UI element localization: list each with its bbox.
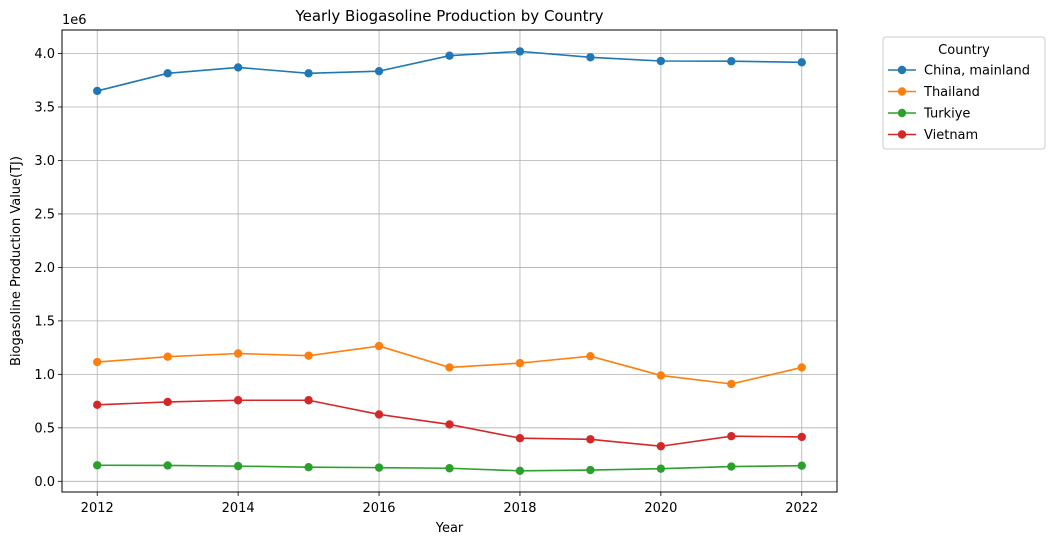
chart-title: Yearly Biogasoline Production by Country [294,7,603,25]
data-point [374,66,384,76]
legend-marker [897,65,907,75]
legend-label: China, mainland [924,64,1030,79]
legend-label: Vietnam [924,128,978,143]
data-point [93,86,102,96]
data-point [445,51,454,60]
data-point [304,462,313,472]
legend-label: Turkiye [923,107,970,122]
data-point [515,358,525,368]
data-point [93,461,102,470]
y-tick-label: 0.5 [34,421,55,436]
data-point [374,410,384,419]
data-point [797,363,806,372]
data-point [586,351,595,361]
x-tick-label: 2022 [785,501,818,516]
data-point [656,371,666,380]
x-tick-label: 2014 [222,501,255,516]
legend-item-thailand: Thailand [888,85,980,100]
x-axis-label: Year [435,521,464,536]
legend-title: Country [938,43,990,58]
data-point [727,462,736,471]
data-point [93,400,102,410]
legend-box [882,36,1046,150]
legend-item-vietnam: Vietnam [888,128,978,143]
plot-frame [61,29,838,493]
legend-item-china-mainland: China, mainland [888,64,1030,79]
data-point [797,432,806,442]
y-tick-label: 3.0 [34,154,55,169]
y-axis-label: Biogasoline Production Value(TJ) [9,156,24,366]
data-point [797,58,806,67]
y-tick-label: 0.0 [34,475,55,490]
legend-label: Thailand [923,85,980,100]
data-point [727,431,736,441]
data-point [586,53,595,62]
y-tick-label: 2.5 [34,207,55,222]
series-thailand [93,341,806,389]
data-point [515,47,525,56]
series-layer [93,47,806,476]
data-point [656,442,666,451]
data-point [515,434,525,443]
data-point [797,461,806,470]
legend-marker [897,108,907,118]
data-point [586,435,595,444]
x-tick-label: 2016 [362,501,395,516]
x-tick-label: 2012 [81,501,114,516]
data-point [233,63,243,72]
grid [62,30,837,492]
data-point [586,465,595,475]
legend: Country China, mainland Thailand Turkiye Vi… [882,36,1046,150]
data-point [233,349,243,358]
legend-marker [897,130,907,139]
y-tick-label: 2.0 [34,261,55,276]
data-point [727,379,736,389]
data-point [445,464,454,473]
data-point [163,69,172,78]
x-tick-label: 2018 [503,501,536,516]
data-point [163,352,172,361]
data-point [304,69,313,78]
data-point [727,57,736,66]
data-point [304,396,313,405]
axis-ticks: 2012 2014 2016 2018 2020 2022 0.0 0.5 1.0 1.5 2.0 2… [34,47,818,516]
data-point [515,466,525,476]
data-point [656,464,666,473]
y-tick-label: 1.5 [34,314,55,329]
legend-item-turkiye: Turkiye [888,107,970,122]
x-tick-label: 2020 [644,501,677,516]
data-point [445,420,454,429]
legend-items: China, mainland Thailand Turkiye Vietnam [888,64,1030,143]
y-tick-label: 1.0 [34,368,55,383]
data-point [233,461,243,471]
data-point [93,357,102,367]
data-point [163,461,172,470]
series-china-mainland [93,47,806,96]
legend-marker [897,87,907,96]
data-point [374,463,384,472]
y-tick-label: 3.5 [34,101,55,116]
data-point [233,396,243,405]
series-turkiye [93,461,806,476]
y-offset-label: 1e6 [62,13,87,28]
series-vietnam [93,396,806,451]
data-point [656,56,666,66]
data-point [374,341,384,351]
data-point [304,351,313,360]
data-point [163,397,172,407]
data-point [445,363,454,372]
y-tick-label: 4.0 [34,47,55,62]
